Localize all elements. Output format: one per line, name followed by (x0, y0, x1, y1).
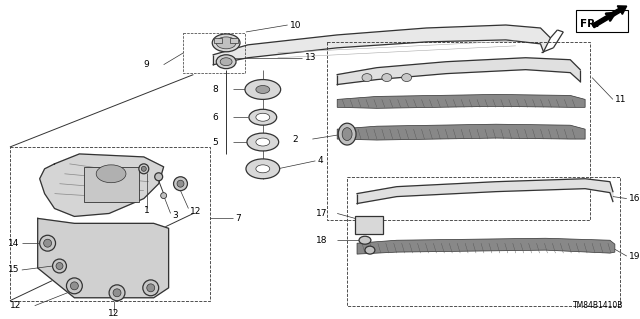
Text: 13: 13 (305, 53, 316, 62)
Text: 12: 12 (108, 309, 120, 318)
Text: 7: 7 (235, 214, 241, 223)
Text: 12: 12 (10, 301, 22, 310)
Polygon shape (38, 219, 168, 298)
Bar (347, 177, 620, 306)
Ellipse shape (177, 180, 184, 187)
Ellipse shape (247, 133, 278, 151)
Ellipse shape (141, 166, 147, 171)
Ellipse shape (67, 278, 83, 294)
Ellipse shape (56, 263, 63, 270)
Polygon shape (337, 58, 580, 85)
Ellipse shape (143, 280, 159, 296)
Text: 19: 19 (628, 252, 640, 261)
Text: 15: 15 (8, 265, 19, 274)
Ellipse shape (382, 74, 392, 82)
Bar (355, 216, 383, 234)
Polygon shape (213, 25, 550, 65)
Ellipse shape (402, 74, 412, 82)
Bar (327, 42, 590, 220)
Ellipse shape (359, 236, 371, 244)
Text: 4: 4 (317, 156, 323, 165)
Text: TM84B1410B: TM84B1410B (573, 301, 623, 310)
Ellipse shape (40, 235, 56, 251)
Ellipse shape (212, 34, 240, 52)
Ellipse shape (365, 246, 375, 254)
Ellipse shape (139, 164, 148, 174)
Ellipse shape (52, 259, 67, 273)
Ellipse shape (256, 85, 269, 93)
Text: 6: 6 (212, 113, 218, 122)
Text: 16: 16 (628, 194, 640, 203)
Bar (576, 10, 628, 32)
Text: FR.: FR. (580, 19, 600, 29)
Bar (214, 38, 222, 43)
Ellipse shape (96, 165, 126, 183)
Text: 9: 9 (143, 60, 148, 69)
Ellipse shape (216, 55, 236, 69)
Ellipse shape (256, 165, 269, 173)
Text: 8: 8 (212, 85, 218, 94)
Ellipse shape (147, 284, 155, 292)
Text: 14: 14 (8, 239, 19, 248)
Text: 3: 3 (173, 211, 179, 220)
Ellipse shape (109, 285, 125, 301)
Ellipse shape (161, 193, 166, 198)
Ellipse shape (338, 123, 356, 145)
Ellipse shape (249, 109, 276, 125)
Ellipse shape (216, 37, 236, 49)
Ellipse shape (155, 173, 163, 181)
Text: 17: 17 (316, 209, 327, 218)
Text: 2: 2 (292, 135, 298, 144)
Text: 10: 10 (289, 20, 301, 30)
Ellipse shape (246, 159, 280, 179)
Bar (84, 167, 139, 202)
Ellipse shape (256, 113, 269, 121)
Text: 1: 1 (144, 206, 150, 215)
Text: 12: 12 (191, 207, 202, 216)
Ellipse shape (342, 128, 352, 141)
Ellipse shape (220, 58, 232, 66)
Ellipse shape (173, 177, 188, 191)
Polygon shape (357, 238, 615, 254)
Text: 18: 18 (316, 236, 327, 245)
Ellipse shape (362, 74, 372, 82)
Polygon shape (357, 179, 613, 204)
FancyArrow shape (592, 6, 627, 28)
Polygon shape (40, 154, 164, 216)
Text: 5: 5 (212, 137, 218, 146)
Text: 11: 11 (615, 95, 627, 104)
Ellipse shape (70, 282, 78, 290)
Ellipse shape (44, 239, 52, 247)
Ellipse shape (256, 138, 269, 146)
Ellipse shape (245, 79, 281, 100)
Polygon shape (337, 124, 585, 140)
Ellipse shape (113, 289, 121, 297)
Bar (184, 33, 245, 73)
Polygon shape (337, 94, 585, 108)
Bar (10, 147, 211, 301)
Bar (230, 38, 238, 43)
